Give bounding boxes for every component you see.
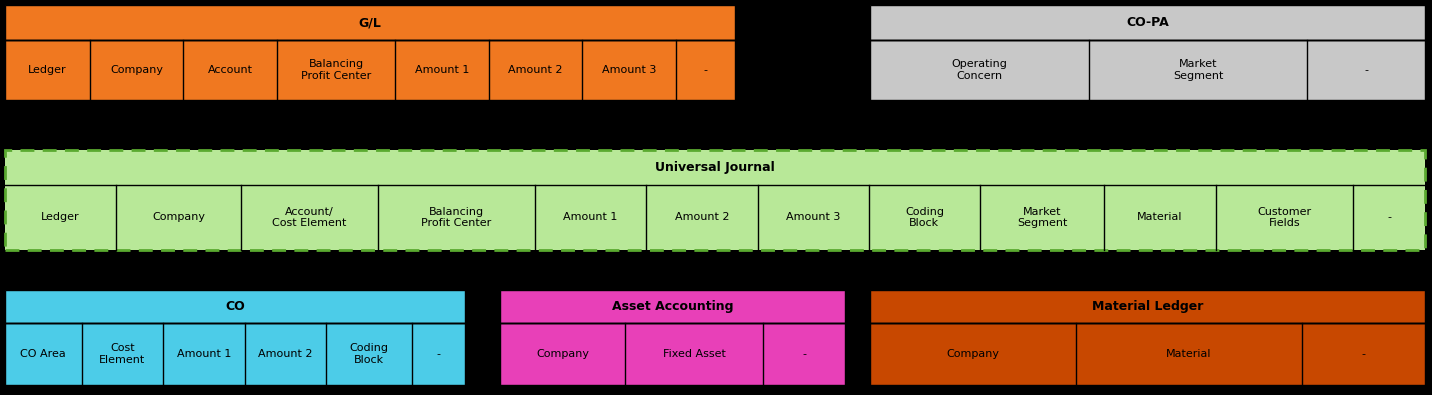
Text: Amount 1: Amount 1 [415,65,470,75]
Text: -: - [1388,213,1390,222]
Text: -: - [802,349,806,359]
Bar [871,323,1425,385]
Bar [4,290,465,323]
Bar [871,290,1425,323]
Bar [4,185,1425,250]
Bar [4,323,465,385]
Bar [500,323,845,385]
Text: Balancing
Profit Center: Balancing Profit Center [301,59,371,81]
Bar [500,290,845,323]
Bar [871,5,1425,40]
Text: Material: Material [1137,213,1183,222]
Text: -: - [703,65,707,75]
Text: -: - [1365,65,1368,75]
Text: Amount 2: Amount 2 [674,213,729,222]
Text: Coding
Block: Coding Block [905,207,944,228]
Text: Fixed Asset: Fixed Asset [663,349,726,359]
Text: Cost
Element: Cost Element [99,343,146,365]
Text: Company: Company [110,65,163,75]
Bar [871,40,1425,100]
Text: Material Ledger: Material Ledger [1091,300,1203,313]
Text: CO: CO [225,300,245,313]
Text: Account/
Cost Element: Account/ Cost Element [272,207,347,228]
Text: Company: Company [947,349,1000,359]
Text: Company: Company [536,349,589,359]
Bar [871,40,1425,100]
Bar [4,5,735,40]
Bar [4,150,1425,185]
Bar [871,290,1425,323]
Bar [4,290,465,323]
Text: Amount 1: Amount 1 [563,213,617,222]
Bar [500,290,845,323]
Text: Market
Segment: Market Segment [1173,59,1223,81]
Text: Ledger: Ledger [42,213,80,222]
Text: -: - [1362,349,1365,359]
Text: Operating
Concern: Operating Concern [951,59,1007,81]
Text: Ledger: Ledger [29,65,67,75]
Text: Customer
Fields: Customer Fields [1257,207,1312,228]
Text: CO-PA: CO-PA [1126,16,1169,29]
Bar [500,323,845,385]
Bar [871,323,1425,385]
Text: Amount 3: Amount 3 [786,213,841,222]
Bar [4,323,465,385]
Text: Asset Accounting: Asset Accounting [611,300,733,313]
Text: Balancing
Profit Center: Balancing Profit Center [421,207,491,228]
Text: Account: Account [208,65,252,75]
Text: Material: Material [1166,349,1211,359]
Text: Universal Journal: Universal Journal [654,161,775,174]
Bar [4,40,735,100]
Text: CO Area: CO Area [20,349,66,359]
Text: Amount 1: Amount 1 [176,349,231,359]
Text: G/L: G/L [358,16,381,29]
Text: Coding
Block: Coding Block [349,343,388,365]
Text: Market
Segment: Market Segment [1017,207,1067,228]
Bar [871,5,1425,40]
Text: Amount 3: Amount 3 [601,65,656,75]
Bar [4,150,1425,250]
Text: Company: Company [152,213,205,222]
Bar [4,5,735,40]
Bar [4,40,735,100]
Text: Amount 2: Amount 2 [258,349,312,359]
Text: Amount 2: Amount 2 [508,65,563,75]
Text: -: - [437,349,441,359]
